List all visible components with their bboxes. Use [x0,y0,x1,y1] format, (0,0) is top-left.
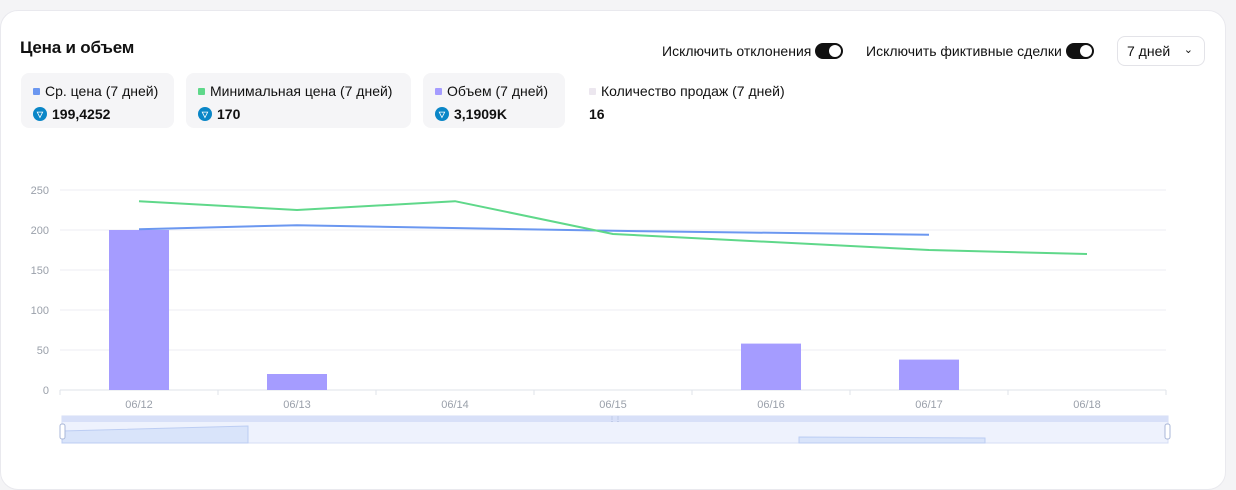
zoom-slider[interactable]: ⋮⋮ [59,415,1171,444]
volume-bar[interactable] [899,359,959,390]
time-range-value: 7 дней [1127,43,1171,59]
y-axis-labels: 0 50 100 150 200 250 [31,185,49,397]
floor-price-legend-swatch [198,87,205,95]
volume-bar[interactable] [267,374,327,390]
exclude-wash-trades-label: Исключить фиктивные сделки [866,43,1062,59]
ton-coin-icon: ▽ [33,107,47,121]
chart-grid [59,189,1167,395]
ton-coin-icon: ▽ [198,107,212,121]
volume-bars [109,230,959,390]
stat-value: 170 [217,106,241,122]
price-volume-card: Цена и объем Исключить отклонения Исключ… [0,10,1226,490]
x-tick-label: 06/15 [599,399,627,411]
sales-count-legend-swatch [589,87,596,95]
x-axis-labels: 06/12 06/13 06/14 06/15 06/16 06/17 06/18 [125,399,1101,411]
stat-floor-price: Минимальная цена (7 дней) ▽ 170 [186,73,411,128]
stat-value: 199,4252 [52,106,111,122]
avg-price-line[interactable] [138,224,930,236]
time-range-dropdown[interactable]: 7 дней ⌄ [1117,36,1205,66]
y-tick-label: 150 [31,265,49,277]
y-tick-label: 250 [31,185,49,197]
price-volume-chart: 06/12 06/13 06/14 06/15 06/16 06/17 06/18 0 50 1… [31,185,1171,444]
stat-label: Минимальная цена (7 дней) [210,83,393,99]
exclude-wash-trades-control[interactable]: Исключить фиктивные сделки [866,43,1094,59]
x-tick-label: 06/12 [125,399,153,411]
stat-label: Ср. цена (7 дней) [45,83,159,99]
price-lines [138,200,1088,255]
card-title: Цена и объем [20,38,135,57]
floor-price-line[interactable] [138,200,1088,255]
x-tick-label: 06/13 [283,399,311,411]
volume-bar[interactable] [741,343,801,390]
zoom-handle-left[interactable] [59,423,66,440]
exclude-outliers-toggle[interactable] [815,43,844,59]
y-tick-label: 100 [31,305,49,317]
x-tick-label: 06/17 [915,399,943,411]
avg-price-legend-swatch [33,87,40,95]
stat-sales-count: Количество продаж (7 дней) 16 [577,73,807,128]
stat-avg-price: Ср. цена (7 дней) ▽ 199,4252 [21,73,174,128]
volume-legend-swatch [435,87,442,95]
chevron-down-icon: ⌄ [1183,44,1193,56]
stat-volume: Объем (7 дней) ▽ 3,1909K [423,73,565,128]
exclude-outliers-label: Исключить отклонения [662,43,812,59]
x-tick-label: 06/16 [757,399,785,411]
exclude-outliers-control[interactable]: Исключить отклонения [662,43,844,59]
exclude-wash-trades-toggle[interactable] [1065,43,1094,59]
volume-bar[interactable] [109,230,169,390]
stat-label: Объем (7 дней) [447,83,549,99]
stat-value: 3,1909K [454,106,507,122]
y-tick-label: 50 [37,345,49,357]
ton-coin-icon: ▽ [435,107,449,121]
zoom-handle-right[interactable] [1164,423,1171,440]
zoom-grip-icon[interactable]: ⋮⋮ [609,417,621,423]
stat-value: 16 [589,106,605,122]
zoom-preview-area [798,436,986,444]
y-tick-label: 0 [43,385,49,397]
x-tick-label: 06/18 [1073,399,1101,411]
zoom-selection-bar[interactable] [62,416,1168,422]
stat-label: Количество продаж (7 дней) [601,83,785,99]
y-tick-label: 200 [31,225,49,237]
x-tick-label: 06/14 [441,399,469,411]
